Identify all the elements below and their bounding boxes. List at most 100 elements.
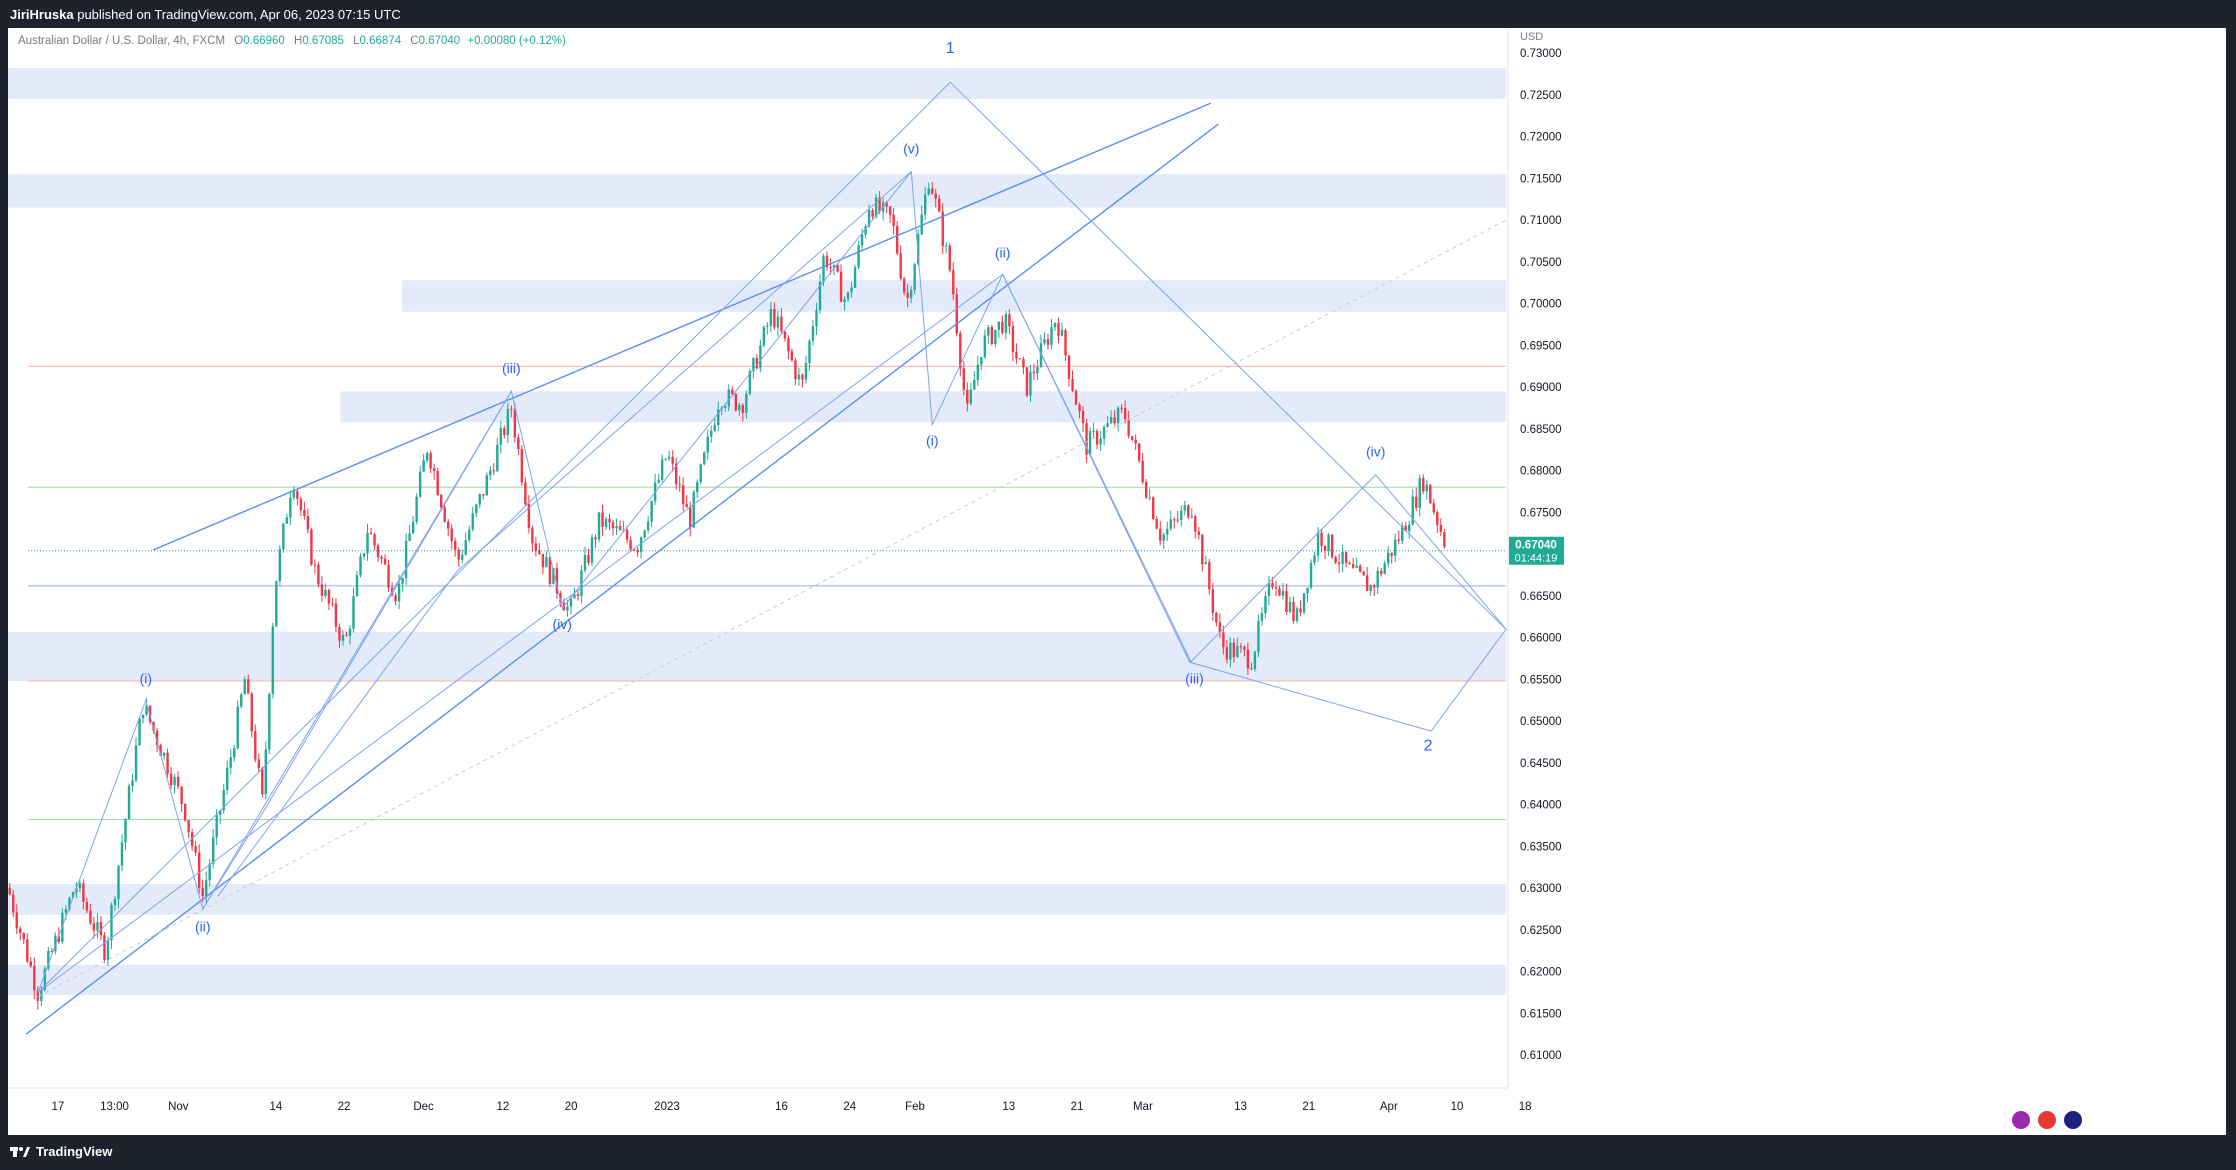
candle-body bbox=[678, 484, 681, 486]
candle-body bbox=[1260, 613, 1264, 621]
au-flag-icon[interactable] bbox=[2062, 1109, 2084, 1131]
candle-bull bbox=[1180, 505, 1183, 527]
candle-bull bbox=[1387, 546, 1390, 568]
candle-body bbox=[1211, 589, 1215, 613]
candle-bull bbox=[590, 534, 594, 567]
candle-body bbox=[324, 589, 327, 596]
candle-bull bbox=[811, 319, 815, 346]
candle-bull bbox=[1050, 318, 1053, 350]
candle-body bbox=[1141, 460, 1144, 483]
candle-body bbox=[1225, 647, 1229, 660]
candle-body bbox=[1166, 528, 1169, 535]
candle-bear bbox=[1344, 551, 1348, 568]
candle-bull bbox=[1369, 583, 1372, 596]
candle-body bbox=[920, 214, 923, 235]
time-tick-label: 18 bbox=[1519, 1101, 1532, 1113]
candle-body bbox=[247, 679, 250, 694]
candle-body bbox=[478, 494, 481, 505]
candle-bear bbox=[85, 897, 89, 914]
candle-body bbox=[559, 593, 562, 603]
wave-labels: 1 2 (i) (ii) (iii) (iv) (v) (i) (ii) (iii) (iv) bbox=[140, 40, 1433, 934]
candle-body bbox=[503, 428, 506, 436]
candle-body bbox=[1292, 601, 1295, 621]
candle-body bbox=[797, 374, 801, 380]
open-label: O bbox=[234, 35, 244, 47]
candle-body bbox=[941, 211, 944, 247]
candle-bear bbox=[36, 986, 40, 1010]
candle-body bbox=[1313, 555, 1316, 563]
candle-bear bbox=[1415, 487, 1418, 511]
candle-body bbox=[1008, 314, 1011, 327]
candle-body bbox=[1299, 608, 1302, 613]
candle-body bbox=[1418, 478, 1421, 508]
tradingview-logo[interactable]: TradingView bbox=[10, 1144, 112, 1159]
candle-bear bbox=[299, 496, 303, 516]
candle-bear bbox=[871, 208, 874, 220]
candle-body bbox=[415, 496, 418, 522]
candle-body bbox=[271, 626, 275, 694]
time-tick-label: 21 bbox=[1071, 1101, 1084, 1113]
chart-area[interactable]: Australian Dollar / U.S. Dollar, 4h, FXC… bbox=[8, 28, 2226, 1135]
candle-body bbox=[615, 526, 618, 529]
candle-bear bbox=[450, 523, 453, 550]
candle-bear bbox=[29, 957, 32, 968]
flash-icon[interactable] bbox=[2010, 1109, 2032, 1131]
symbol-legend: Australian Dollar / U.S. Dollar, 4h, FXC… bbox=[18, 35, 566, 47]
candle-bull bbox=[1162, 532, 1165, 550]
candle-bull bbox=[134, 737, 138, 783]
price-tick-label: 0.61000 bbox=[1520, 1050, 1562, 1062]
candle-body bbox=[1436, 512, 1439, 526]
candle-body bbox=[68, 897, 71, 910]
candle-bull bbox=[713, 418, 716, 433]
candle-body bbox=[818, 282, 822, 310]
candle-body bbox=[801, 374, 804, 380]
candle-bear bbox=[1404, 521, 1407, 532]
candle-body bbox=[1197, 531, 1201, 536]
candle-body bbox=[724, 406, 727, 408]
indicator-badges[interactable] bbox=[2010, 1109, 2084, 1131]
candle-body bbox=[538, 550, 541, 555]
candle-body bbox=[148, 705, 152, 723]
candle-bear bbox=[180, 785, 183, 813]
candle-body bbox=[1281, 591, 1285, 596]
candle-body bbox=[583, 554, 587, 571]
candle-bull bbox=[113, 895, 117, 911]
price-tick-label: 0.61500 bbox=[1520, 1008, 1562, 1020]
candle-body bbox=[545, 557, 548, 568]
candle-body bbox=[755, 358, 759, 369]
candle-body bbox=[738, 405, 741, 411]
candle-body bbox=[22, 932, 25, 940]
candle-bull bbox=[408, 524, 411, 542]
publisher-name[interactable]: JiriHruska bbox=[10, 7, 74, 22]
candle-body bbox=[773, 309, 776, 328]
candle-body bbox=[482, 494, 485, 496]
symbol-name[interactable]: Australian Dollar / U.S. Dollar, 4h, FXC… bbox=[18, 35, 226, 47]
candle-body bbox=[1236, 646, 1239, 658]
candle-bull bbox=[643, 529, 646, 539]
candle-bull bbox=[127, 783, 131, 820]
candle-bear bbox=[1032, 363, 1036, 381]
candle-body bbox=[643, 530, 646, 538]
candle-body bbox=[492, 470, 495, 472]
us-flag-icon[interactable] bbox=[2036, 1109, 2058, 1131]
candle-bear bbox=[1429, 484, 1432, 504]
candle-bull bbox=[924, 186, 927, 220]
candle-bull bbox=[422, 453, 425, 472]
candle-body bbox=[973, 380, 976, 390]
candle-body bbox=[334, 603, 338, 627]
candle-bear bbox=[1085, 418, 1088, 463]
candle-body bbox=[1152, 497, 1155, 519]
candle-body bbox=[1043, 339, 1046, 344]
candle-bull bbox=[471, 506, 474, 532]
candle-body bbox=[776, 316, 780, 328]
candle-body bbox=[1011, 326, 1015, 353]
candle-body bbox=[909, 289, 913, 299]
price-chart[interactable]: 12(i)(ii)(iii)(iv)(v)(i)(ii)(iii)(iv) USD… bbox=[8, 28, 2226, 1135]
candle-bull bbox=[615, 518, 618, 536]
last-price-label: 0.67040 bbox=[1515, 540, 1557, 552]
time-tick-label: 17 bbox=[51, 1101, 64, 1113]
trendline bbox=[25, 123, 1219, 1035]
candle-body bbox=[1187, 505, 1190, 518]
candle-bull bbox=[1043, 332, 1046, 346]
currency-label: USD bbox=[1520, 31, 1543, 43]
